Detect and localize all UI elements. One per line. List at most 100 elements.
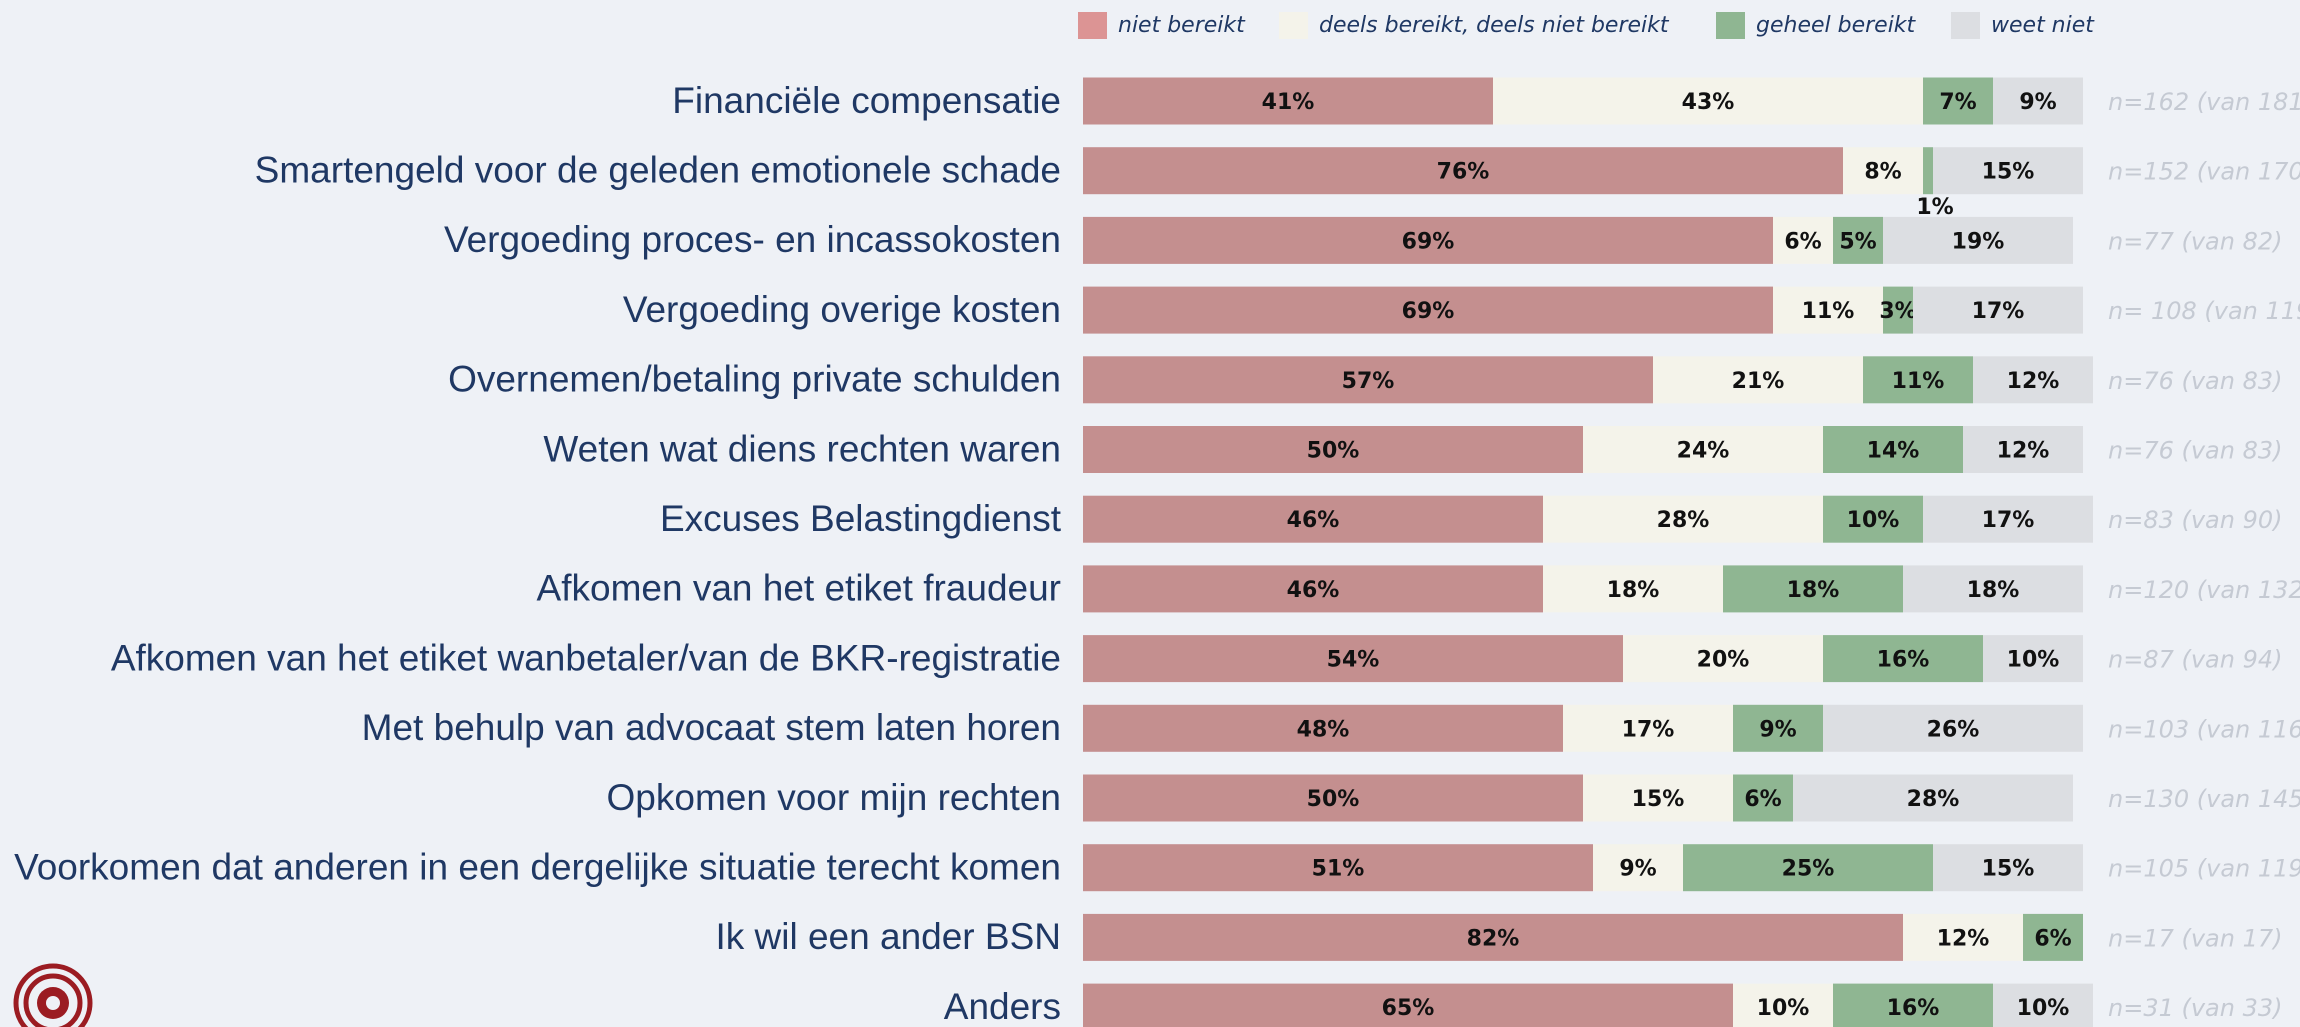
category-label: Met behulp van advocaat stem laten horen <box>362 707 1061 748</box>
bar-segment <box>1563 704 1733 752</box>
value-label: 69% <box>1402 299 1455 324</box>
bar-segment <box>1833 216 1883 264</box>
sample-size: n=83 (van 90) <box>2108 506 2283 534</box>
bar-segment <box>1653 356 1863 404</box>
value-label: 28% <box>1907 787 1960 812</box>
bar-segment <box>1543 565 1723 613</box>
bar-segment <box>1823 426 1963 473</box>
value-label: 17% <box>1972 299 2025 324</box>
bar-segment <box>1083 426 1583 473</box>
bar-segment <box>1083 286 1773 334</box>
category-label: Vergoeding overige kosten <box>623 289 1061 330</box>
bar-segment <box>1793 774 2073 822</box>
bar-segment <box>1623 635 1823 683</box>
sample-size: n=152 (van 170) <box>2108 158 2300 186</box>
bar-segment <box>1843 147 1923 195</box>
bar-segment <box>1583 774 1733 822</box>
bar-segment <box>1543 495 1823 543</box>
value-label: 10% <box>1757 996 1810 1021</box>
bar-segment <box>1733 704 1823 752</box>
bar-segment <box>1903 565 2083 613</box>
value-label: 10% <box>1847 508 1900 533</box>
legend-swatch <box>1279 12 1308 39</box>
value-label: 54% <box>1327 648 1380 673</box>
bar-segment <box>1983 635 2083 683</box>
bar-segment <box>1913 286 2083 334</box>
category-label: Excuses Belastingdienst <box>660 498 1062 539</box>
sample-size: n=87 (van 94) <box>2108 646 2283 674</box>
category-label: Financiële compensatie <box>672 80 1061 121</box>
value-label: 15% <box>1982 857 2035 882</box>
value-label: 25% <box>1782 857 1835 882</box>
bar-segment <box>1083 356 1653 404</box>
value-label: 20% <box>1697 648 1750 673</box>
value-label: 1% <box>1916 195 1953 220</box>
value-label: 9% <box>1619 857 1656 882</box>
bar-segment <box>1733 983 1833 1027</box>
value-label: 11% <box>1802 299 1855 324</box>
category-label: Overnemen/betaling private schulden <box>448 359 1061 400</box>
bar-segment <box>1863 356 1973 404</box>
legend-label: geheel bereikt <box>1756 13 1917 38</box>
legend-swatch <box>1078 12 1107 39</box>
sample-size: n= 108 (van 119) <box>2108 297 2300 325</box>
bar-segment <box>1933 147 2083 195</box>
value-label: 69% <box>1402 229 1455 254</box>
bar-segment <box>1083 565 1543 613</box>
value-label: 43% <box>1682 90 1735 115</box>
category-label: Smartengeld voor de geleden emotionele s… <box>255 149 1061 190</box>
sample-size: n=130 (van 145) <box>2108 785 2300 813</box>
value-label: 7% <box>1939 90 1976 115</box>
sample-size: n=17 (van 17) <box>2108 924 2283 952</box>
bar-segment <box>1083 774 1583 822</box>
value-label: 21% <box>1732 369 1785 394</box>
bar-segment <box>1583 426 1823 473</box>
bar-segment <box>1883 286 1913 334</box>
value-label: 28% <box>1657 508 1710 533</box>
bar-segment <box>1963 426 2083 473</box>
category-label: Afkomen van het etiket wanbetaler/van de… <box>111 637 1061 678</box>
bar-segment <box>1773 216 1833 264</box>
value-label: 82% <box>1467 926 1520 951</box>
legend-swatch <box>1951 12 1980 39</box>
value-label: 12% <box>1937 926 1990 951</box>
value-label: 16% <box>1877 648 1930 673</box>
value-label: 51% <box>1312 857 1365 882</box>
bar-segment <box>1723 565 1903 613</box>
bar-segment <box>1083 77 1493 125</box>
value-label: 17% <box>1982 508 2035 533</box>
value-label: 41% <box>1262 90 1315 115</box>
sample-size: n=76 (van 83) <box>2108 437 2283 465</box>
bar-segment <box>1493 77 1923 125</box>
bar-segment <box>1083 983 1733 1027</box>
value-label: 18% <box>1967 578 2020 603</box>
sample-size: n=162 (van 181)* <box>2108 88 2300 116</box>
bar-segment <box>1083 913 1903 961</box>
value-label: 65% <box>1382 996 1435 1021</box>
bar-segment <box>1083 844 1593 892</box>
sample-size: n=77 (van 82) <box>2108 227 2283 255</box>
legend-label: deels bereikt, deels niet bereikt <box>1319 13 1670 38</box>
bar-segment <box>1823 635 1983 683</box>
category-label: Vergoeding proces- en incassokosten <box>444 219 1061 260</box>
bar-segment <box>1933 844 2083 892</box>
bar-segment <box>1083 635 1623 683</box>
bar-segment <box>1923 77 1993 125</box>
value-label: 9% <box>2019 90 2056 115</box>
bar-segment <box>1083 704 1563 752</box>
value-label: 8% <box>1864 160 1901 185</box>
bar-segment <box>1823 704 2083 752</box>
value-label: 50% <box>1307 787 1360 812</box>
value-label: 19% <box>1952 229 2005 254</box>
value-label: 6% <box>2034 926 2071 951</box>
value-label: 3% <box>1879 299 1916 324</box>
bar-segment <box>1993 983 2093 1027</box>
category-label: Anders <box>944 986 1061 1027</box>
value-label: 5% <box>1839 229 1876 254</box>
value-label: 17% <box>1622 717 1675 742</box>
category-label: Opkomen voor mijn rechten <box>607 777 1061 818</box>
bar-segment <box>1773 286 1883 334</box>
logo-ring <box>13 963 93 1027</box>
